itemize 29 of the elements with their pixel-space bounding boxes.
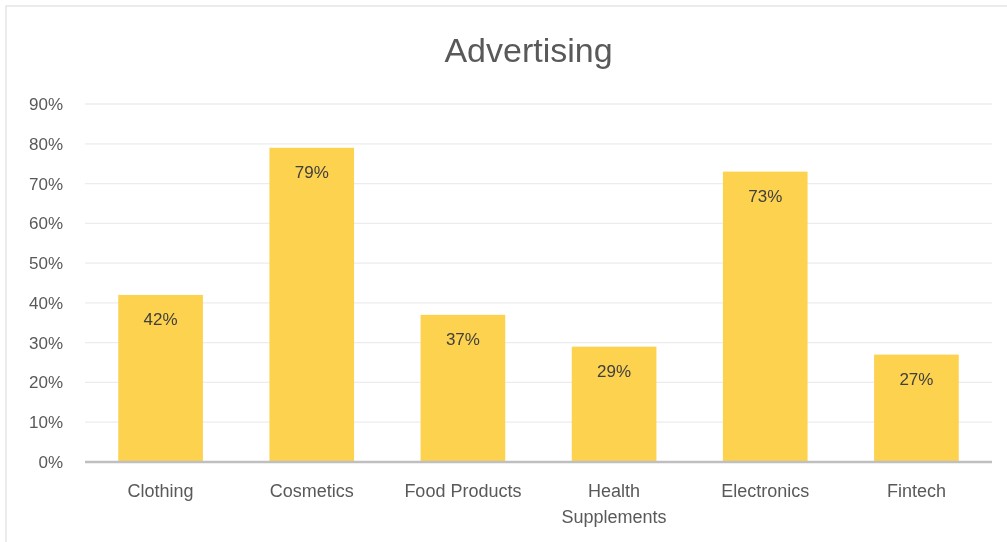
chart-title: Advertising [444, 31, 613, 69]
y-tick-label: 10% [28, 413, 63, 433]
bar [420, 314, 506, 462]
x-tick-label: Fintech [886, 481, 946, 501]
x-tick-label: Clothing [127, 481, 194, 501]
y-tick-label: 40% [28, 293, 63, 313]
data-label: 73% [748, 186, 783, 206]
data-label: 29% [597, 361, 632, 381]
x-tick-label: Health Supplements [561, 481, 667, 527]
y-tick-label: 20% [28, 373, 63, 393]
y-tick-label: 30% [28, 333, 63, 353]
y-tick-label: 80% [28, 134, 63, 154]
bar [722, 171, 808, 462]
y-tick-label: 60% [28, 214, 63, 234]
x-tick-label: Food Products [404, 481, 522, 501]
data-label: 27% [899, 369, 934, 389]
y-tick-label: 50% [28, 254, 63, 274]
y-tick-label: 0% [38, 452, 63, 472]
bar [118, 294, 203, 462]
bar [571, 346, 657, 462]
data-label: 37% [445, 329, 480, 349]
bar [269, 147, 355, 462]
x-tick-label: Cosmetics [269, 481, 354, 501]
bar [874, 354, 959, 462]
x-tick-label: Electronics [721, 481, 810, 501]
data-label: 79% [294, 162, 329, 182]
data-label: 42% [143, 309, 178, 329]
y-tick-label: 90% [28, 94, 63, 114]
y-tick-label: 70% [28, 174, 63, 194]
